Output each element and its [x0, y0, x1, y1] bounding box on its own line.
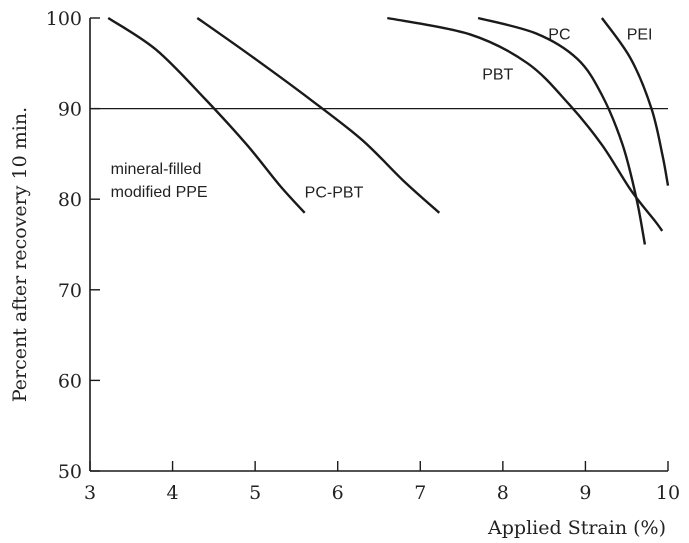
- series-label-line: PC: [548, 27, 570, 44]
- x-tick-label: 3: [84, 482, 96, 504]
- x-tick-label: 5: [249, 482, 261, 504]
- series-label-line: PEI: [627, 27, 653, 44]
- series-label-pei: PEI: [627, 27, 653, 44]
- series-line-pc: [477, 16, 647, 245]
- x-tick-label: 4: [167, 482, 179, 504]
- x-tick-label: 7: [414, 482, 426, 504]
- series-line-mineral-filled-modified-ppe: [107, 17, 306, 214]
- ticks-layer: 3 4 5 6 7 8 9 10 50 60 70 80 90 100: [46, 8, 680, 504]
- y-tick-label: 50: [58, 461, 82, 483]
- y-tick-label: 60: [58, 370, 82, 392]
- series-label-line: PBT: [482, 67, 513, 84]
- series-label-line: mineral-filled: [111, 161, 202, 178]
- series-label-mineral-filled-modified-ppe: mineral-filled modified PPE: [111, 161, 208, 201]
- curves-layer: [107, 16, 670, 245]
- series-line-pc-pbt: [196, 17, 441, 214]
- y-axis-title: Percent after recovery 10 min.: [9, 107, 31, 402]
- y-tick-label: 100: [46, 8, 82, 30]
- series-line-pbt: [387, 16, 664, 232]
- series-label-pbt: PBT: [482, 67, 513, 84]
- x-axis-title: Applied Strain (%): [487, 517, 666, 539]
- series-label-pc: PC: [548, 27, 570, 44]
- series-label-pc-pbt: PC-PBT: [305, 184, 364, 201]
- series-label-line: PC-PBT: [305, 184, 364, 201]
- y-tick-label: 70: [58, 280, 82, 302]
- x-tick-label: 8: [497, 482, 509, 504]
- y-tick-label: 80: [58, 189, 82, 211]
- series-label-line: modified PPE: [111, 184, 208, 201]
- x-tick-label: 9: [579, 482, 591, 504]
- x-tick-label: 10: [656, 482, 680, 504]
- series-labels-layer: mineral-filled modified PPE PC-PBT PBT PC PEI: [111, 27, 653, 202]
- y-tick-label: 90: [58, 99, 82, 121]
- x-tick-label: 6: [332, 482, 344, 504]
